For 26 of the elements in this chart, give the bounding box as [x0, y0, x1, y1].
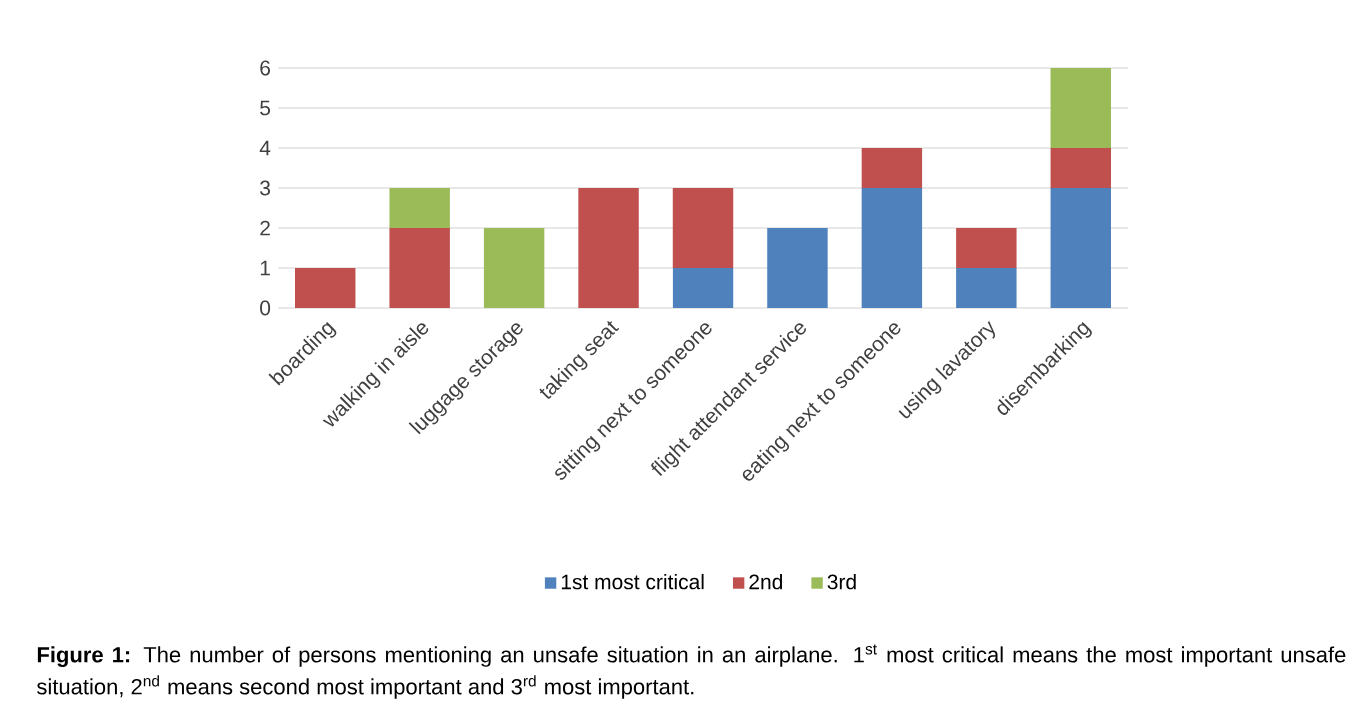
- bar: [295, 268, 356, 309]
- y-tick-label: 5: [260, 100, 271, 116]
- bar: [483, 228, 545, 309]
- y-tick-label: 2: [260, 220, 270, 236]
- bar: [956, 268, 1017, 309]
- y-tick-label: 1: [260, 260, 270, 276]
- legend-label: 3rd: [827, 573, 856, 590]
- y-tick-label: 4: [259, 140, 271, 156]
- y-tick-label: 3: [260, 180, 271, 196]
- text: Figure 1: The number of persons mentioning an unsafe situation in an airplane. 1$^{st}$ most critical means the most important unsafe situation, 2$^{nd}$ means second most important and 3$^{rd}$ most important.: [37, 644, 1346, 699]
- legend-label: 1st most critical: [561, 573, 704, 590]
- bar: [389, 188, 450, 228]
- bar: [1050, 188, 1111, 309]
- bar: [1050, 148, 1111, 188]
- bar: [767, 228, 828, 309]
- bar: [389, 228, 450, 309]
- bar: [1050, 68, 1111, 148]
- y-tick-label: 6: [260, 60, 271, 76]
- bar: [861, 188, 923, 309]
- bar: [672, 268, 734, 309]
- bar: [578, 188, 639, 309]
- y-tick-label: 0: [260, 300, 271, 316]
- bar: [861, 148, 923, 188]
- legend-label: 2nd: [749, 573, 783, 590]
- bar: [672, 188, 734, 269]
- bar: [956, 228, 1017, 269]
